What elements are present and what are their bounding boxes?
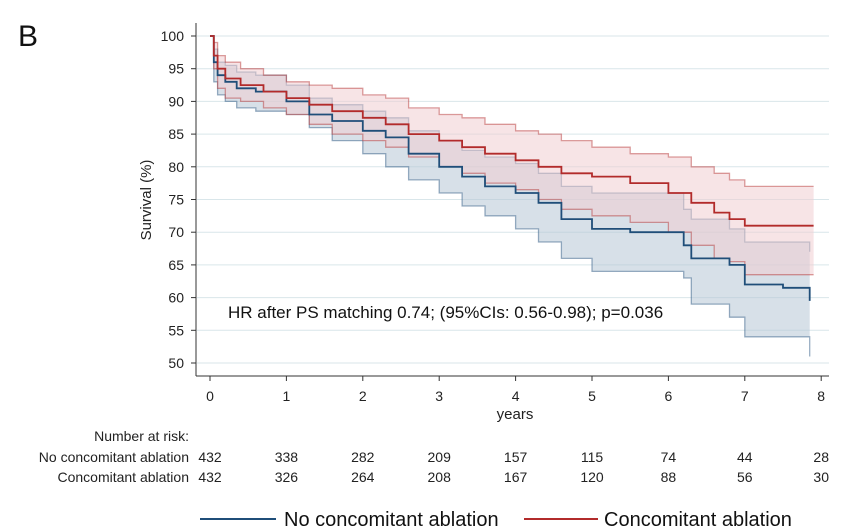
- x-axis-label: years: [497, 406, 534, 423]
- y-tick-label-50: 50: [168, 355, 184, 371]
- hr-annotation: HR after PS matching 0.74; (95%CIs: 0.56…: [228, 303, 663, 322]
- risk-value-row0-year8: 28: [813, 449, 829, 465]
- y-tick-label-65: 65: [168, 257, 184, 273]
- y-tick-label-85: 85: [168, 126, 184, 142]
- risk-value-row0-year6: 74: [661, 449, 677, 465]
- risk-value-row1-year3: 208: [428, 469, 452, 485]
- risk-value-row1-year2: 264: [351, 469, 375, 485]
- survival-lines: [210, 35, 814, 301]
- risk-table-values: 432 338 282 209 157 115 74 44 28 432 326 264 208 167 1…: [198, 449, 829, 485]
- x-tick-label-6: 6: [665, 388, 673, 404]
- risk-value-row0-year0: 432: [198, 449, 222, 465]
- y-axis-ticks: 50 55 60 65 70 75 80 85 90 95 100: [161, 28, 196, 371]
- risk-value-row0-year2: 282: [351, 449, 375, 465]
- legend: No concomitant ablation Concomitant abla…: [200, 509, 792, 530]
- ci-upper-line-series-1: [210, 35, 814, 188]
- y-tick-label-60: 60: [168, 290, 184, 306]
- risk-row-label-no-ablation: No concomitant ablation: [39, 449, 189, 465]
- risk-row-label-ablation: Concomitant ablation: [57, 469, 189, 485]
- risk-value-row0-year4: 157: [504, 449, 528, 465]
- risk-value-row1-year6: 88: [661, 469, 677, 485]
- risk-table-title: Number at risk:: [94, 428, 189, 444]
- x-tick-label-2: 2: [359, 388, 367, 404]
- x-tick-label-8: 8: [817, 388, 825, 404]
- risk-value-row0-year3: 209: [428, 449, 452, 465]
- ci-band-series-1: [210, 36, 814, 275]
- survival-line-series-0: [210, 35, 811, 301]
- y-tick-label-55: 55: [168, 322, 184, 338]
- y-tick-label-75: 75: [168, 192, 184, 208]
- risk-value-row0-year5: 115: [581, 449, 604, 465]
- x-tick-label-0: 0: [206, 388, 214, 404]
- y-axis-label: Survival (%): [138, 160, 155, 241]
- x-tick-label-7: 7: [741, 388, 749, 404]
- risk-value-row1-year4: 167: [504, 469, 528, 485]
- x-tick-label-3: 3: [435, 388, 443, 404]
- x-axis-ticks: 0 1 2 3 4 5 6 7 8: [206, 376, 825, 404]
- confidence-bands: [210, 35, 814, 357]
- legend-label-no-ablation: No concomitant ablation: [284, 509, 499, 530]
- y-tick-label-100: 100: [161, 28, 185, 44]
- risk-value-row1-year7: 56: [737, 469, 753, 485]
- ci-lower-line-series-0: [210, 35, 811, 357]
- y-tick-label-70: 70: [168, 224, 184, 240]
- y-tick-label-95: 95: [168, 61, 184, 77]
- risk-value-row1-year8: 30: [813, 469, 829, 485]
- risk-value-row0-year7: 44: [737, 449, 753, 465]
- y-tick-label-80: 80: [168, 159, 184, 175]
- x-tick-label-5: 5: [588, 388, 596, 404]
- legend-label-ablation: Concomitant ablation: [604, 509, 792, 530]
- risk-value-row1-year1: 326: [275, 469, 299, 485]
- y-tick-label-90: 90: [168, 93, 184, 109]
- survival-line-series-1: [210, 35, 814, 227]
- x-tick-label-4: 4: [512, 388, 520, 404]
- risk-value-row0-year1: 338: [275, 449, 299, 465]
- x-tick-label-1: 1: [283, 388, 291, 404]
- risk-value-row1-year5: 120: [580, 469, 604, 485]
- panel-label: B: [18, 20, 38, 53]
- risk-value-row1-year0: 432: [198, 469, 222, 485]
